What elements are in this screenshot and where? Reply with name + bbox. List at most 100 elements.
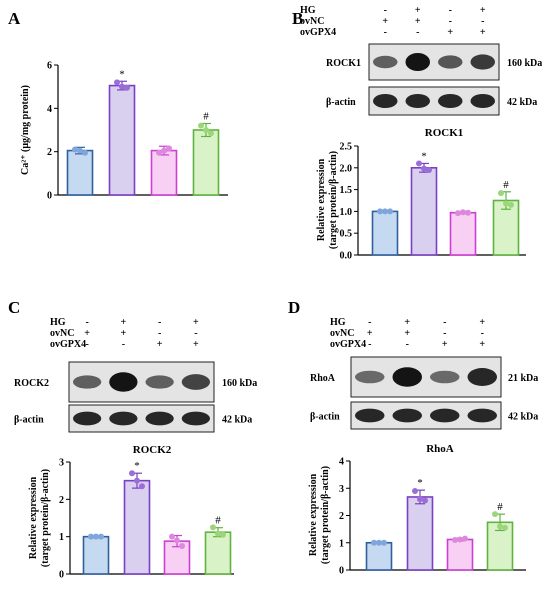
data-point xyxy=(220,531,226,538)
blot-sign: - xyxy=(194,328,197,339)
blot-condition-label: ovGPX4 xyxy=(50,339,86,350)
chart-condition-label: ovNC xyxy=(0,0,24,3)
y-tick-label: 2.5 xyxy=(340,142,353,153)
chart-sign: - xyxy=(418,0,421,3)
chart-sign: - xyxy=(94,0,97,3)
significance-mark: * xyxy=(421,150,427,162)
data-point xyxy=(503,200,509,207)
chart-sign: - xyxy=(377,0,380,3)
data-point xyxy=(492,511,498,518)
blot-sign: - xyxy=(85,339,88,350)
chart-sign: + xyxy=(203,0,209,3)
bar xyxy=(204,531,232,575)
data-point xyxy=(169,533,175,540)
data-point xyxy=(376,539,382,546)
chart-sign: + xyxy=(134,0,140,3)
data-point xyxy=(174,537,180,544)
data-point xyxy=(134,477,140,484)
y-tick-label: 2 xyxy=(47,147,52,158)
data-point xyxy=(114,79,120,86)
data-point xyxy=(381,539,387,546)
blot-protein-label: β-actin xyxy=(14,415,44,426)
blot-sign: - xyxy=(85,317,88,328)
chart-sign: - xyxy=(377,0,380,3)
chart-sign: + xyxy=(382,0,388,3)
blot-sign: + xyxy=(382,16,388,27)
data-point xyxy=(139,483,145,490)
chart-sign: + xyxy=(417,0,423,3)
blot-sign: + xyxy=(415,16,421,27)
bar xyxy=(66,149,94,196)
chart-condition-label: HG xyxy=(0,0,16,3)
blot-protein-label: β-actin xyxy=(310,412,340,423)
data-point xyxy=(452,537,458,544)
chart-sign: + xyxy=(215,0,221,3)
chart-sign: + xyxy=(203,0,209,3)
y-tick-label: 1.5 xyxy=(340,185,353,196)
significance-mark: # xyxy=(503,179,509,191)
chart-sign: - xyxy=(458,0,461,3)
chart-sign: + xyxy=(421,0,427,3)
bar xyxy=(108,84,136,196)
blot-condition-label: HG xyxy=(330,317,346,328)
y-tick-label: 1 xyxy=(339,538,344,549)
data-point xyxy=(426,166,432,173)
panel-C-chart: 0 1 2 3 * # Relative expression (target protein… xyxy=(0,0,234,581)
data-point xyxy=(215,530,221,537)
blot-sign: - xyxy=(416,27,419,38)
chart-sign: - xyxy=(175,0,178,3)
chart-title: RhoA xyxy=(426,443,454,455)
chart-sign: + xyxy=(161,0,167,3)
chart-condition-label: ovGPX4 xyxy=(0,0,36,3)
chart-sign: + xyxy=(119,0,125,3)
blot-sign: - xyxy=(158,328,161,339)
blot-band xyxy=(438,93,463,109)
data-point xyxy=(421,165,427,172)
data-point xyxy=(462,535,468,542)
data-point xyxy=(457,536,463,543)
blot-band xyxy=(145,375,174,389)
blot-protein-label: ROCK2 xyxy=(14,378,49,389)
blot-mw-label: 21 kDa xyxy=(508,373,538,384)
blot-sign: + xyxy=(121,328,127,339)
chart-sign: + xyxy=(503,0,509,3)
blot-band xyxy=(392,367,422,387)
blot-band xyxy=(73,411,102,426)
blot-sign: - xyxy=(443,328,446,339)
bar xyxy=(150,149,178,196)
y-tick-label: 6 xyxy=(47,61,52,72)
blot-condition-label: ovNC xyxy=(50,328,74,339)
y-tick-label: 0 xyxy=(59,570,64,581)
chart-sign: - xyxy=(461,0,464,3)
chart-sign: + xyxy=(460,0,466,3)
blot-sign: - xyxy=(449,16,452,27)
chart-sign: - xyxy=(383,0,386,3)
blot-sign: + xyxy=(479,317,485,328)
y-tick-label: 2 xyxy=(59,495,64,506)
data-point xyxy=(72,146,78,153)
blot-sign: + xyxy=(84,328,90,339)
data-point xyxy=(129,470,135,477)
blot-band xyxy=(73,375,102,389)
y-tick-label: 0.0 xyxy=(340,251,353,262)
data-point xyxy=(412,487,418,494)
data-point xyxy=(387,208,393,215)
blot-sign: - xyxy=(368,339,371,350)
y-axis-title: (target protein/β-actin) xyxy=(328,151,339,249)
chart-sign: - xyxy=(78,0,81,3)
chart-sign: - xyxy=(135,0,138,3)
chart-sign: + xyxy=(497,0,503,3)
chart-condition-label: HG xyxy=(0,0,16,3)
chart-sign: + xyxy=(421,0,427,3)
panel-letter: A xyxy=(8,9,21,28)
blot-condition-label: ovNC xyxy=(330,328,354,339)
blot-sign: + xyxy=(442,339,448,350)
chart-sign: - xyxy=(498,0,501,3)
blot-mw-label: 160 kDa xyxy=(507,58,542,69)
data-point xyxy=(198,122,204,129)
panel-letter: B xyxy=(292,9,303,28)
chart-sign: - xyxy=(175,0,178,3)
panel-letter: D xyxy=(288,298,300,317)
